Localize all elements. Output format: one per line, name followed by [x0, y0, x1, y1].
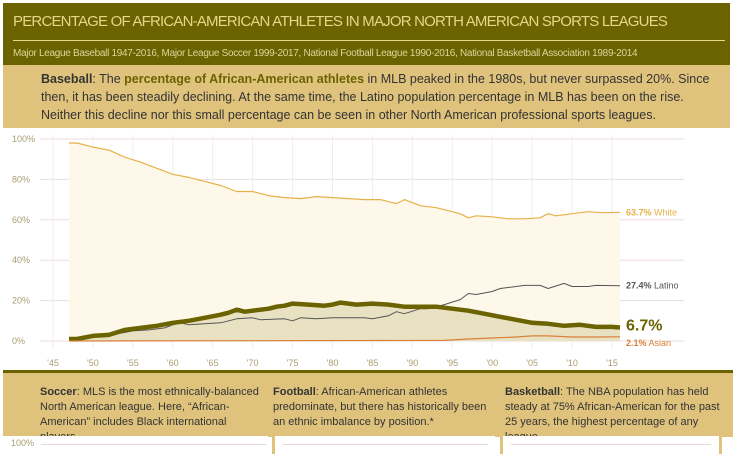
y-tick-label: 80%: [12, 174, 30, 184]
note-soccer: Soccer: MLS is the most ethnically-balan…: [40, 385, 260, 445]
note-football: Football: African-American athletes pred…: [273, 385, 493, 430]
y-tick: 100%: [11, 438, 35, 448]
note-basketball: Basketball: The NBA population has held …: [505, 385, 725, 445]
note-title: Soccer: [40, 386, 77, 398]
intro-keyword: percentage of African-American athletes: [124, 72, 365, 86]
y-tick-label: 60%: [12, 215, 30, 225]
baseball-intro: Baseball: The percentage of African-Amer…: [3, 65, 730, 128]
basketball-chart: [500, 436, 722, 454]
header: PERCENTAGE OF AFRICAN-AMERICAN ATHLETES …: [3, 3, 730, 65]
x-tick-label: '60: [167, 358, 179, 368]
note-text: : The NBA population has held steady at …: [505, 386, 720, 443]
league-notes: Soccer: MLS is the most ethnically-balan…: [3, 370, 733, 443]
intro-text-2: in MLB peaked in the 1980s, but never su…: [41, 72, 710, 122]
intro-text: : The: [92, 72, 125, 86]
x-tick-label: '80: [327, 358, 339, 368]
end-label: 6.7%: [626, 317, 662, 334]
series-line-asian: [68, 335, 621, 342]
x-tick-label: '45: [47, 358, 59, 368]
x-tick-label: '85: [367, 358, 379, 368]
soccer-chart: 100%: [3, 436, 268, 454]
x-tick-label: '15: [606, 358, 618, 368]
series-line-african-american: [69, 300, 621, 342]
x-tick-label: '05: [526, 358, 538, 368]
x-tick-label: '70: [247, 358, 259, 368]
x-tick-label: '95: [446, 358, 458, 368]
series-line-white: [69, 142, 621, 220]
y-tick-label: 0%: [12, 336, 25, 346]
page-subtitle: Major League Baseball 1947-2016, Major L…: [13, 48, 638, 59]
note-text: : MLS is the most ethnically-balanced No…: [40, 386, 259, 443]
y-tick-label: 40%: [12, 255, 30, 265]
note-title: Basketball: [505, 386, 561, 398]
x-tick-label: '55: [127, 358, 139, 368]
divider: [13, 40, 725, 41]
x-tick-label: '10: [566, 358, 578, 368]
intro-bold: Baseball: [41, 72, 93, 86]
football-chart: [272, 436, 495, 454]
page-title: PERCENTAGE OF AFRICAN-AMERICAN ATHLETES …: [13, 13, 668, 30]
end-label: 63.7% White: [626, 207, 677, 217]
x-tick-label: '65: [207, 358, 219, 368]
white-area: [68, 143, 620, 341]
end-label: 2.1% Asian: [626, 338, 671, 348]
african-american-area: [68, 302, 620, 341]
note-title: Football: [273, 386, 316, 398]
x-tick-label: '50: [87, 358, 99, 368]
x-tick-label: '75: [287, 358, 299, 368]
note-text: : African-American athletes predominate,…: [273, 386, 487, 428]
y-tick-label: 100%: [12, 134, 35, 144]
end-label: 27.4% Latino: [626, 281, 679, 291]
x-tick-label: '90: [406, 358, 418, 368]
y-tick-label: 20%: [12, 296, 30, 306]
x-tick-label: '00: [486, 358, 498, 368]
baseball-chart: 0% 20% 40% 60% 80% 100% '45 '50 '55 '60 '65 '70 '75 '…: [12, 134, 684, 368]
